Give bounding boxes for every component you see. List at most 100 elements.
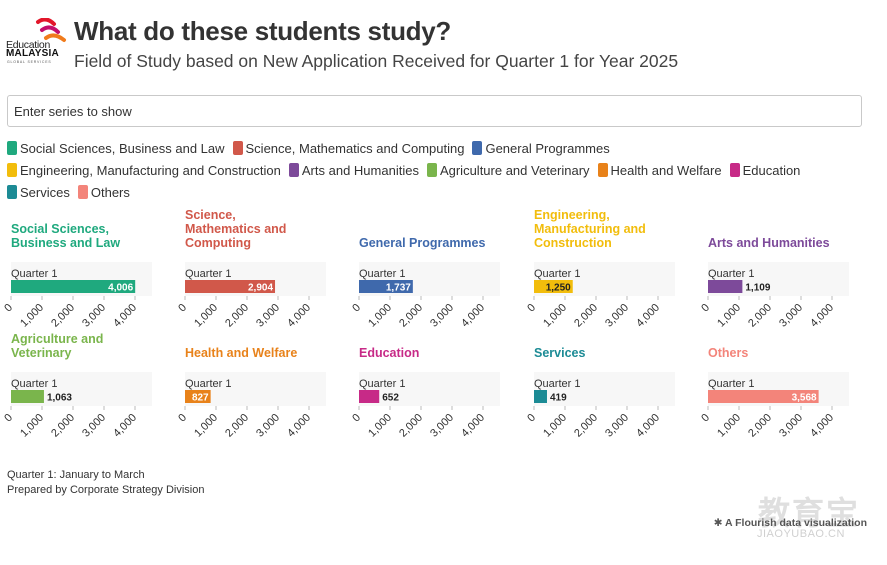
category-label: Quarter 1 — [708, 268, 754, 280]
data-label: 1,737 — [386, 283, 411, 294]
watermark: 教育宝 — [758, 495, 861, 531]
page-subtitle: Field of Study based on New Application … — [74, 51, 679, 71]
data-label: 4,006 — [108, 283, 133, 294]
panel-education: Education Quarter 1 652 0 1,000 2,000 3,000 4,0… — [350, 346, 500, 440]
panel-background — [534, 372, 675, 406]
x-tick-label: 2,000 — [746, 412, 774, 440]
x-tick-label: 2,000 — [49, 412, 77, 440]
panel-title: Agriculture and — [11, 332, 103, 346]
category-label: Quarter 1 — [708, 378, 754, 390]
x-tick-label: 2,000 — [746, 302, 774, 330]
x-tick-label: 2,000 — [572, 412, 600, 440]
logo-text-malaysia: MALAYSIA — [6, 48, 59, 59]
panel-title: Services — [534, 346, 585, 360]
panel-services: Services Quarter 1 419 0 1,000 2,000 3,000 4,00… — [525, 346, 675, 440]
x-tick-label: 1,000 — [715, 412, 743, 440]
legend-item[interactable]: Services — [7, 184, 70, 200]
panel-background — [359, 372, 500, 406]
category-label: Quarter 1 — [11, 268, 57, 280]
x-tick-label: 3,000 — [428, 302, 456, 330]
data-label: 827 — [192, 393, 209, 404]
legend-item[interactable]: Science, Mathematics and Computing — [232, 141, 464, 156]
x-tick-label: 0 — [176, 412, 189, 425]
panel-title: Computing — [185, 236, 251, 250]
panel-title: Business and Law — [11, 236, 120, 250]
panel-arts-and-humanities: Arts and Humanities Quarter 1 1,109 0 1,000 2… — [699, 236, 849, 330]
legend-item[interactable]: General Programmes — [472, 141, 610, 156]
legend-swatch — [77, 185, 88, 199]
x-tick-label: 0 — [350, 302, 363, 315]
x-tick-label: 3,000 — [428, 412, 456, 440]
chart-legend: Social Sciences, Business and Law Science… — [7, 141, 867, 200]
legend-item[interactable]: Education — [729, 162, 801, 178]
legend-item[interactable]: Agriculture and Veterinary — [426, 162, 590, 178]
x-tick-label: 1,000 — [715, 302, 743, 330]
x-tick-label: 3,000 — [777, 412, 805, 440]
x-tick-label: 2,000 — [223, 302, 251, 330]
x-tick-label: 0 — [699, 302, 712, 315]
legend-swatch — [288, 163, 299, 177]
data-label: 652 — [382, 393, 399, 404]
legend-swatch — [7, 163, 17, 177]
legend-label: Education — [742, 162, 801, 178]
legend-label: Agriculture and Veterinary — [439, 162, 590, 178]
category-label: Quarter 1 — [359, 268, 405, 280]
footer-note-quarter: Quarter 1: January to March — [7, 469, 145, 481]
bar — [708, 280, 743, 293]
legend-item[interactable]: Health and Welfare — [597, 162, 722, 178]
data-label: 1,063 — [47, 393, 72, 404]
data-label: 419 — [550, 393, 567, 404]
footer-note-prepared-by: Prepared by Corporate Strategy Division — [7, 484, 205, 496]
x-tick-label: 0 — [699, 412, 712, 425]
logo-text-education: Education — [6, 39, 51, 51]
legend-label: Health and Welfare — [610, 162, 722, 178]
x-tick-label: 3,000 — [80, 412, 108, 440]
x-tick-label: 0 — [350, 412, 363, 425]
legend-item[interactable]: Others — [77, 185, 130, 200]
data-label: 1,250 — [546, 283, 571, 294]
x-tick-label: 4,000 — [459, 302, 487, 330]
panel-title: Engineering, — [534, 208, 610, 222]
x-tick-label: 0 — [2, 412, 15, 425]
panel-social-sciences-business-and-law: Social Sciences,Business and Law Quarter … — [2, 222, 152, 330]
panel-title: Science, — [185, 208, 236, 222]
flourish-credit[interactable]: ✱ A Flourish data visualization — [714, 517, 867, 529]
x-tick-label: 0 — [176, 302, 189, 315]
category-label: Quarter 1 — [534, 268, 580, 280]
bar — [11, 390, 44, 403]
x-tick-label: 4,000 — [111, 302, 139, 330]
bar — [359, 280, 413, 293]
x-tick-label: 3,000 — [254, 302, 282, 330]
bar — [11, 280, 136, 293]
x-tick-label: 1,000 — [366, 412, 394, 440]
x-tick-label: 2,000 — [397, 302, 425, 330]
legend-item[interactable]: Engineering, Manufacturing and Construct… — [7, 163, 281, 178]
panel-general-programmes: General Programmes Quarter 1 1,737 0 1,000 2,… — [350, 236, 500, 330]
x-tick-label: 4,000 — [111, 412, 139, 440]
panel-title: Arts and Humanities — [708, 236, 830, 250]
x-tick-label: 0 — [525, 412, 538, 425]
bar — [534, 280, 573, 293]
bar — [185, 280, 276, 293]
data-label: 1,109 — [745, 283, 770, 294]
bar — [185, 390, 211, 403]
x-tick-label: 4,000 — [285, 302, 313, 330]
legend-item[interactable]: Social Sciences, Business and Law — [7, 141, 225, 156]
category-label: Quarter 1 — [359, 378, 405, 390]
x-tick-label: 4,000 — [285, 412, 313, 440]
data-label: 3,568 — [792, 393, 817, 404]
legend-swatch — [597, 163, 608, 177]
logo-mark-icon — [36, 18, 66, 42]
x-tick-label: 1,000 — [366, 302, 394, 330]
legend-label: Services — [20, 184, 70, 200]
logo-text-global-services: GLOBAL SERVICES — [7, 60, 52, 64]
legend-item[interactable]: Arts and Humanities — [288, 163, 419, 178]
x-tick-label: 3,000 — [603, 412, 631, 440]
series-search-input[interactable] — [7, 95, 862, 127]
panel-title: Others — [708, 346, 748, 360]
x-tick-label: 3,000 — [777, 302, 805, 330]
category-label: Quarter 1 — [185, 268, 231, 280]
